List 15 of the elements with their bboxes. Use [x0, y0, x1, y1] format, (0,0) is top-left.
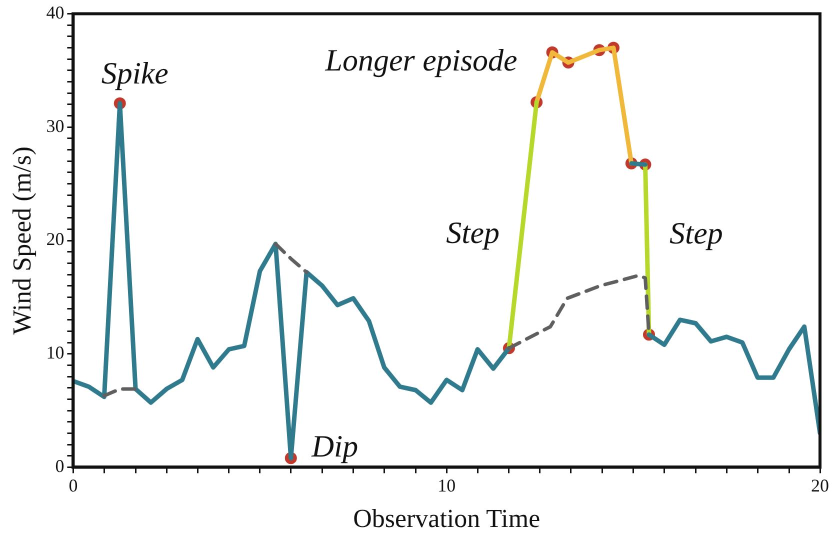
- annotation: Spike: [101, 56, 169, 91]
- y-axis-title: Wind Speed (m/s): [7, 146, 36, 335]
- y-tick-label: 20: [46, 229, 64, 250]
- annotation: Step: [670, 216, 723, 251]
- x-tick-label: 20: [811, 476, 829, 496]
- annotation: Longer episode: [324, 42, 518, 78]
- y-tick-label: 30: [46, 116, 64, 136]
- x-tick-label: 0: [68, 476, 78, 496]
- y-tick-label: 10: [46, 342, 64, 363]
- y-tick-label: 40: [46, 2, 64, 23]
- x-axis-title: Observation Time: [353, 504, 540, 534]
- annotation: Dip: [310, 428, 358, 464]
- x-tick-label: 10: [438, 476, 456, 496]
- y-tick-label: 0: [55, 456, 64, 476]
- annotation: Step: [446, 214, 500, 250]
